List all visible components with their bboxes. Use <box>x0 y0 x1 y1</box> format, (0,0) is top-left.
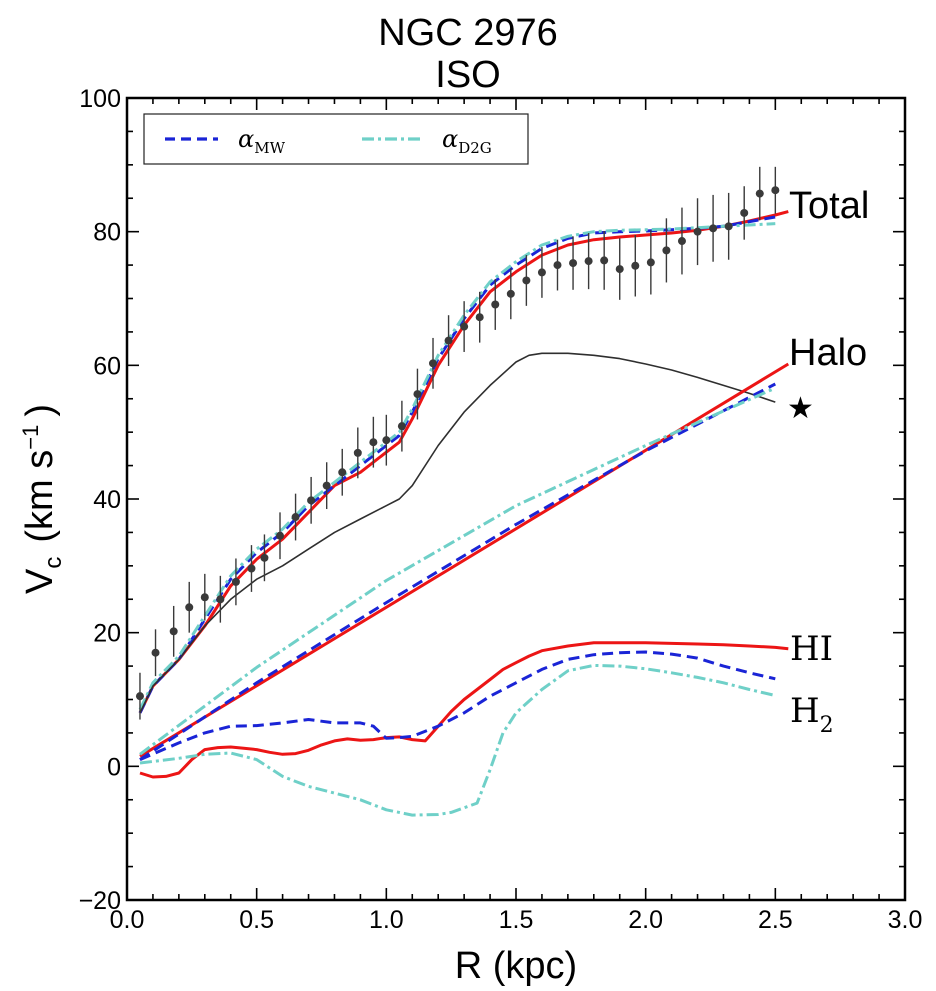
observed-point <box>353 448 362 457</box>
observed-point <box>322 481 331 490</box>
y-label-units: (km s <box>19 450 61 543</box>
observed-point <box>646 258 655 267</box>
y-label-sub: c <box>40 557 67 569</box>
observed-point <box>200 593 209 602</box>
tick-labels: 0.0 0.5 1.0 1.5 2.0 2.5 3.0 −20 0 20 40 60 80 100 <box>79 85 923 934</box>
observed-point <box>444 336 453 345</box>
series-h2-d2g <box>139 663 776 817</box>
y-tick-label: 100 <box>79 85 121 113</box>
observed-point <box>537 268 546 277</box>
observed-point <box>755 189 764 198</box>
observed-point <box>460 322 469 331</box>
x-tick-label: 1.5 <box>499 906 534 934</box>
observed-point <box>662 246 671 255</box>
observed-point <box>413 390 422 399</box>
series-total-mw <box>138 215 776 714</box>
observed-point <box>397 422 406 431</box>
observed-point <box>216 595 225 604</box>
svg-text:Vc(km s−1): Vc (km s−1) <box>18 404 67 594</box>
observed-point <box>631 261 640 270</box>
x-tick-label: 3.0 <box>888 906 923 934</box>
y-tick-label: 40 <box>93 486 121 514</box>
observed-point <box>185 603 194 612</box>
y-tick-label: 80 <box>93 219 121 247</box>
series-total-iso <box>138 210 789 714</box>
label-hi: HI <box>790 629 833 669</box>
observed-point <box>276 531 285 540</box>
observed-point <box>677 237 686 246</box>
chart-title-line2: ISO <box>435 54 501 96</box>
observed-point <box>584 257 593 266</box>
series-halo-iso <box>139 362 790 758</box>
observed-point <box>169 627 178 636</box>
series-h2-mw <box>139 650 776 761</box>
x-tick-label: 0.0 <box>110 906 145 934</box>
observed-point <box>151 648 160 657</box>
observed-point <box>615 265 624 274</box>
chart-title-line1: NGC 2976 <box>378 12 558 54</box>
y-axis-label: Vc (km s−1) <box>18 404 67 594</box>
observed-point <box>693 227 702 236</box>
label-total: Total <box>789 185 869 227</box>
observed-point <box>771 186 780 195</box>
y-tick-label: 0 <box>107 753 121 781</box>
observed-point <box>740 208 749 217</box>
series-total-d2g <box>138 222 776 711</box>
x-tick-label: 1.0 <box>369 906 404 934</box>
observed-point <box>724 222 733 231</box>
series-halo-d2g <box>139 386 776 756</box>
observed-point <box>522 276 531 285</box>
series-stellar <box>139 352 776 714</box>
legend-box <box>143 113 529 165</box>
y-label-close: ) <box>19 404 61 417</box>
observed-point <box>491 300 500 309</box>
x-tick-label: 2.5 <box>758 906 793 934</box>
observed-point <box>338 468 347 477</box>
observed-point <box>247 564 256 573</box>
label-star: ★ <box>787 391 814 426</box>
y-label-exp: −1 <box>18 425 43 450</box>
x-tick-label: 0.5 <box>239 906 274 934</box>
observed-point <box>291 513 300 522</box>
observed-point <box>260 553 269 562</box>
legend-label-mw: αMW <box>238 125 286 157</box>
label-halo: Halo <box>789 332 867 374</box>
x-axis-label: R (kpc) <box>455 945 577 987</box>
observed-point <box>709 224 718 233</box>
observed-point <box>569 259 578 268</box>
observed-point <box>553 261 562 270</box>
label-h2: H2 <box>790 691 834 738</box>
observed-point <box>135 692 144 701</box>
legend-label-d2g: αD2G <box>442 125 492 157</box>
series-layer <box>138 210 790 817</box>
observed-points <box>135 166 780 720</box>
observed-point <box>506 289 515 298</box>
observed-point <box>382 436 391 445</box>
observed-point <box>307 496 316 505</box>
series-hi <box>139 641 789 779</box>
x-tick-label: 2.0 <box>628 906 663 934</box>
y-label-main: V <box>19 568 61 594</box>
observed-point <box>429 359 438 368</box>
observed-point <box>231 577 240 586</box>
y-tick-label: −20 <box>79 887 121 915</box>
legend: αMW αD2G <box>143 113 529 165</box>
observed-point <box>369 438 378 447</box>
y-tick-label: 60 <box>93 352 121 380</box>
series-halo-mw <box>139 382 776 761</box>
observed-point <box>475 313 484 322</box>
y-tick-label: 20 <box>93 620 121 648</box>
plot-frame <box>125 96 907 902</box>
observed-point <box>600 256 609 265</box>
